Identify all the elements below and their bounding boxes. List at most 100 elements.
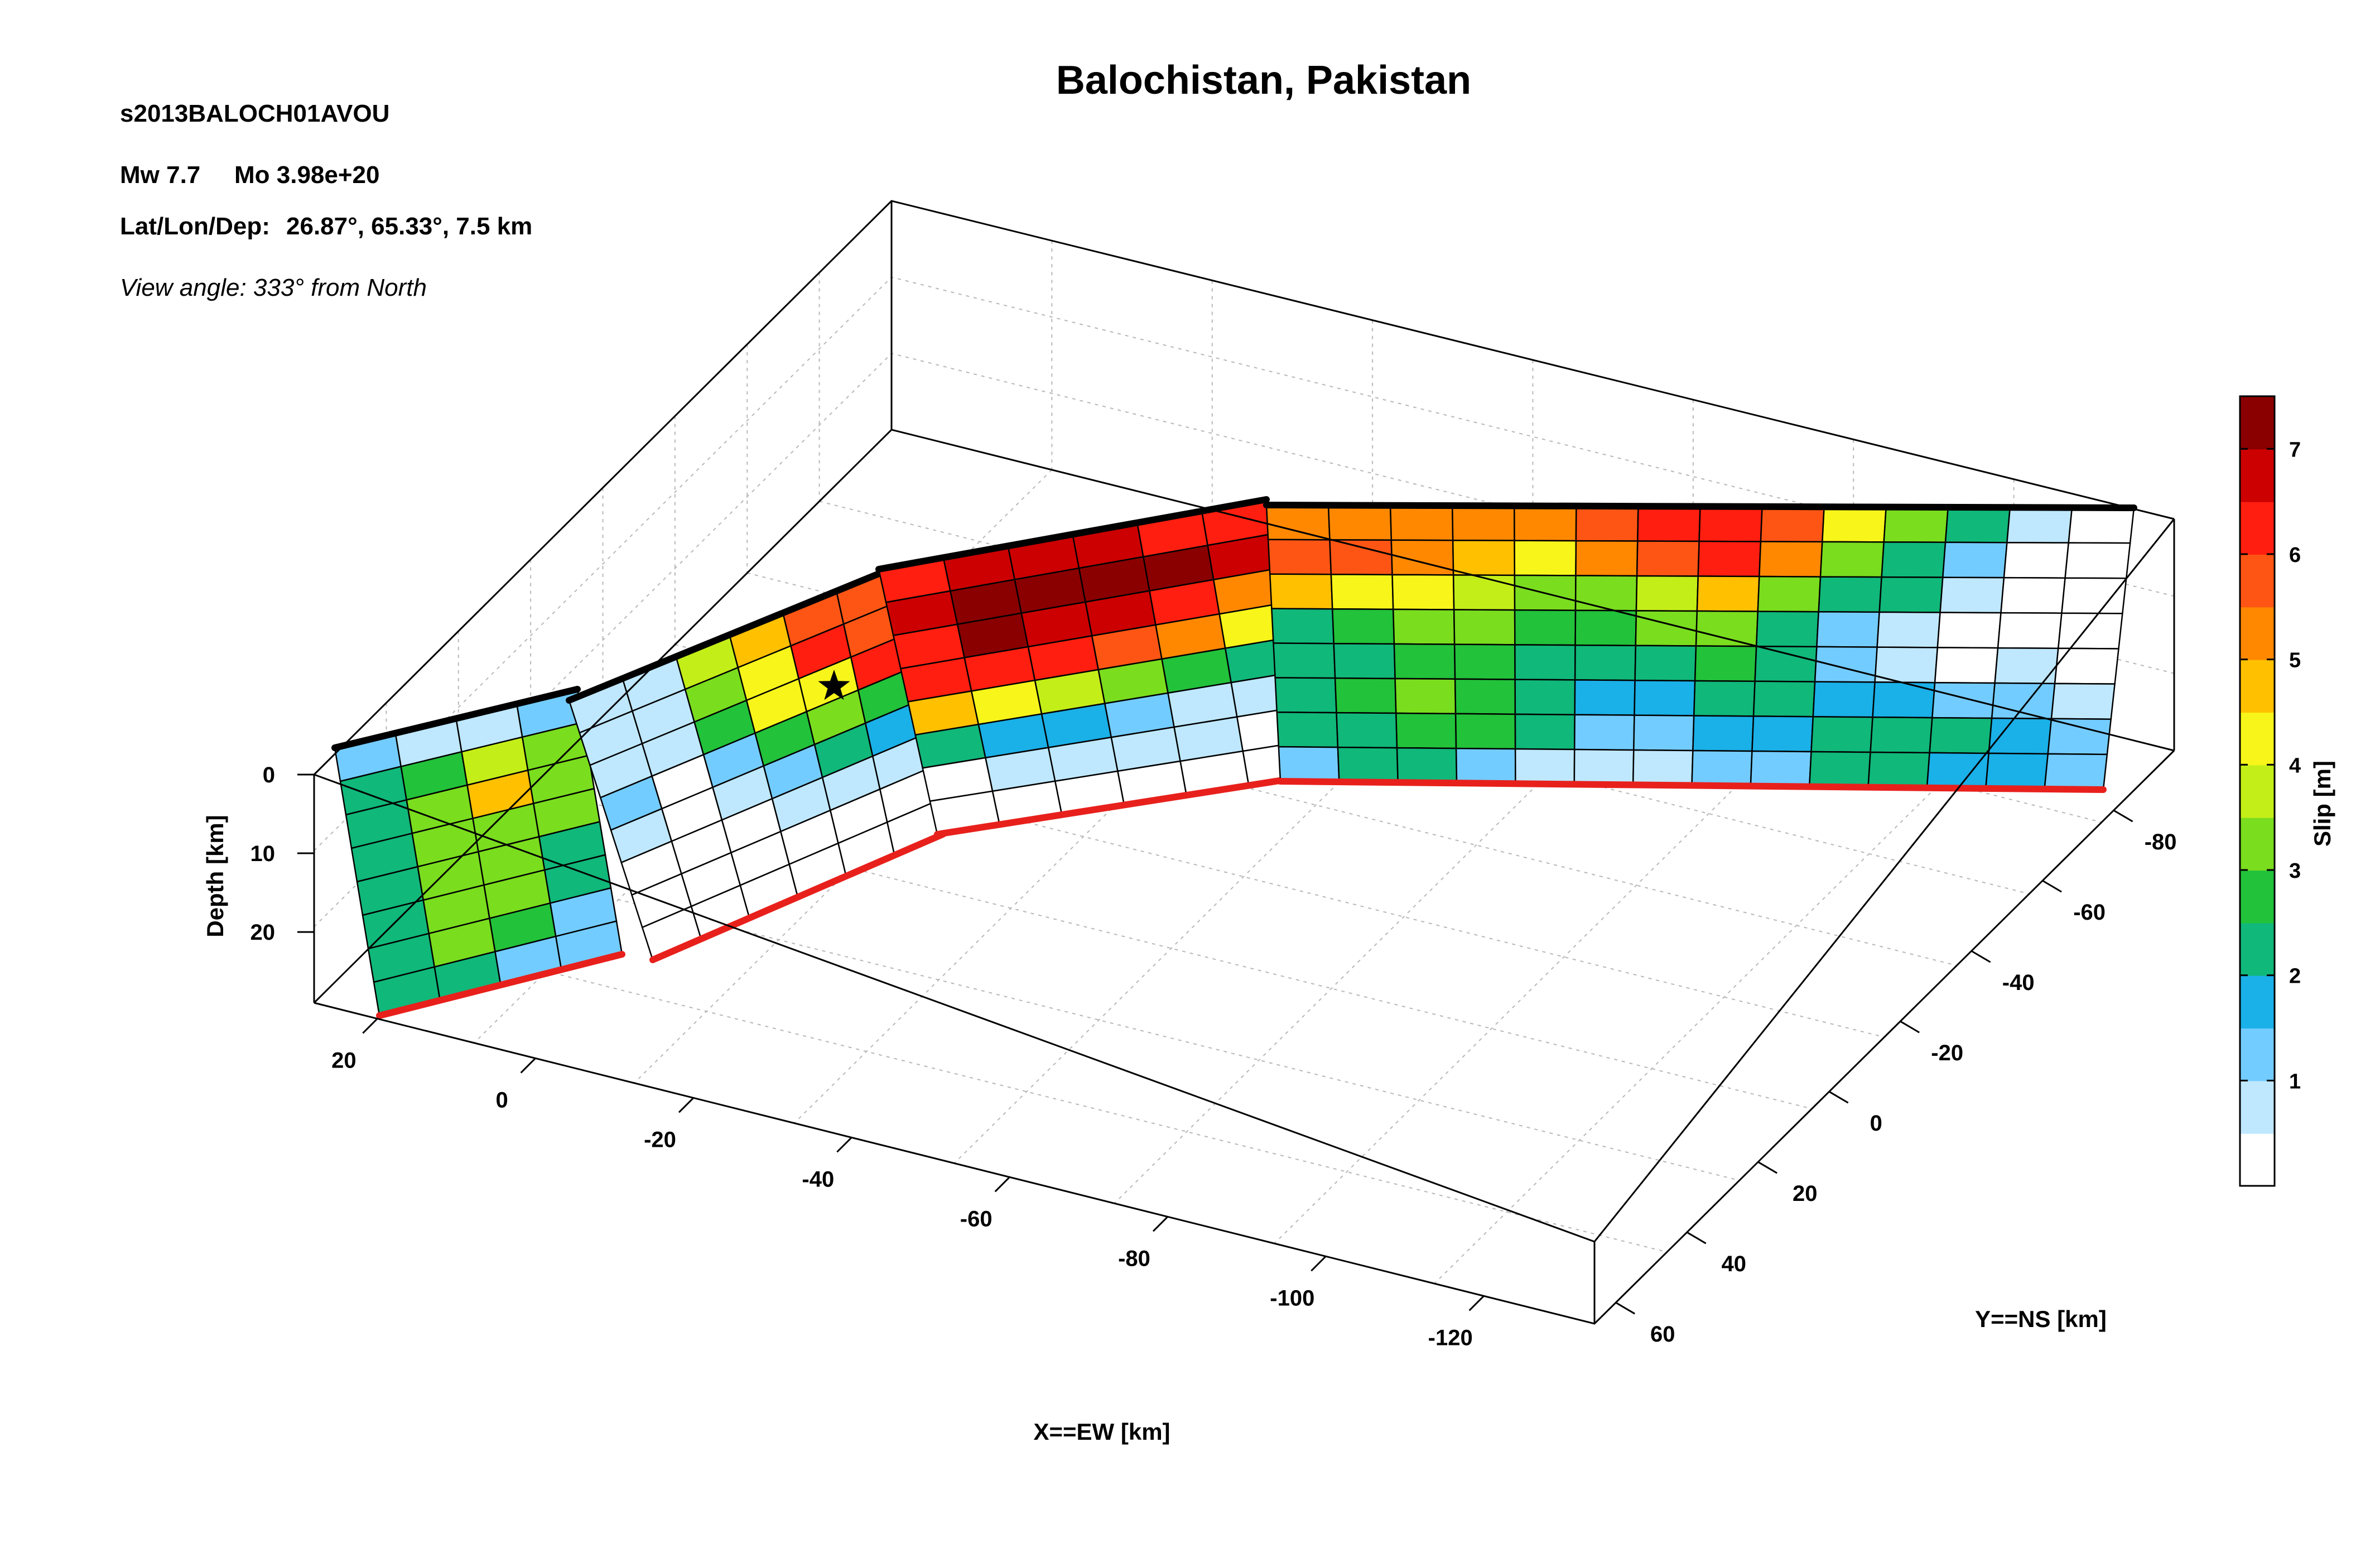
colorbar-frame [2239,395,2276,1187]
y-axis-tick-label: 60 [1650,1322,1675,1347]
slip-patch [1574,575,1638,612]
y-axis-tick-label: -60 [2073,900,2106,925]
slip-patch [1574,609,1637,647]
x-axis-tick-label: -80 [1118,1246,1150,1271]
slip-patch [1514,505,1577,542]
slip-patch [1514,540,1577,576]
slip-patch [1816,611,1880,648]
slip-patch [1751,715,1814,753]
x-axis-tick [678,1097,695,1113]
slip-patch [1634,679,1696,717]
slip-patch [1760,506,1825,543]
fault-bottom-edge [649,831,946,963]
slip-patch [1818,576,1883,613]
slip-patch [1819,541,1885,578]
slip-patch [1814,646,1878,683]
slip-patch [2047,718,2112,756]
colorbar-tick-label: 3 [2289,859,2301,883]
slip-patch [1694,645,1757,682]
colorbar-swatch [2240,765,2275,818]
slip-patch [2064,542,2131,579]
slip-patch [1994,647,2059,685]
grid-line [386,930,1668,1253]
x-axis-tick-label: -60 [960,1207,993,1231]
slip-patch [1278,746,1340,783]
x-axis-tick [1468,1295,1485,1311]
y-axis-tick [1757,1161,1777,1174]
colorbar-swatch [2240,396,2275,450]
slip-patch [1327,504,1393,541]
slip-patch [1997,612,2063,650]
location-label: Lat/Lon/Dep: [120,213,270,240]
slip-patch [1883,506,1949,544]
slip-patch [1692,715,1755,752]
slip-patch [1394,677,1457,715]
colorbar-swatch [2240,712,2275,766]
colorbar-label: Slip [m] [2309,761,2335,847]
slip-patch [1455,747,1516,785]
slip-patch [2054,647,2119,685]
y-axis-tick-label: -40 [2002,970,2035,995]
slip-patch [1271,608,1335,645]
colorbar-swatch [2240,449,2275,502]
colorbar-swatch [2240,1133,2275,1186]
slip-patch [1934,647,1999,684]
slip-patch [1451,504,1515,541]
y-axis-tick [1900,1020,1920,1034]
y-axis-tick-label: -80 [2145,830,2177,854]
colorbar-tick-label: 7 [2289,438,2301,462]
x-axis-tick [362,1018,378,1034]
slip-patch [1392,608,1456,645]
fault-surface [331,496,2137,1019]
x-axis-tick [1311,1256,1327,1272]
slip-patch [1944,506,2011,544]
x-axis-tick-label: -40 [802,1167,834,1191]
slip-patch [1332,608,1395,645]
fault-bottom-edge [1277,778,2107,793]
slip-patch [1391,574,1455,611]
slip-patch [1334,677,1397,714]
colorbar-swatch [2240,1080,2275,1134]
fault-top-edge [1263,502,2137,511]
colorbar: 1 2 3 4 5 6 7 [2239,395,2301,1187]
slip-patch [1453,609,1516,646]
slip-patch [1810,716,1873,753]
y-axis-tick [1615,1301,1636,1315]
slip-patch [1514,713,1576,751]
slip-patch [1276,711,1339,748]
slip-patch [1636,505,1701,542]
colorbar-swatch [2240,501,2275,555]
colorbar-swatch [2240,975,2275,1028]
slip-patch [1876,611,1941,648]
slip-patch [1633,714,1695,752]
slip-patch [1573,748,1635,786]
slip-patch [1632,749,1694,786]
fault-segment-3 [875,496,1314,838]
slip-patch [1393,643,1456,680]
slip-patch [1396,747,1458,784]
slip-patch [2003,541,2070,579]
fault-segment-2 [566,566,946,963]
colorbar-swatch [2240,554,2275,608]
slip-patch [1265,504,1331,541]
y-axis-tick [1686,1231,1707,1244]
slip-patch [1936,612,2002,649]
y-axis-tick [2042,879,2062,893]
slip-patch [1698,506,1763,542]
fault-top-edge [566,566,893,704]
colorbar-swatch [2240,870,2275,924]
slip-patch [1514,609,1577,646]
slip-patch [1697,540,1762,578]
slip-patch [1929,717,1993,754]
slip-patch [1867,751,1931,789]
slip-patch [1808,751,1871,788]
fault-bottom-edge [376,951,625,1019]
x-axis-tick-label: 20 [331,1048,356,1073]
slip-patch [1454,713,1516,750]
slip-patch [1573,714,1635,751]
location-value: 26.87°, 65.33°, 7.5 km [286,213,532,240]
y-axis-label: Y==NS [km] [1975,1306,2107,1332]
z-axis-label: Depth [km] [202,815,228,937]
slip-patch [1452,539,1516,576]
hypocenter-star [818,670,850,700]
